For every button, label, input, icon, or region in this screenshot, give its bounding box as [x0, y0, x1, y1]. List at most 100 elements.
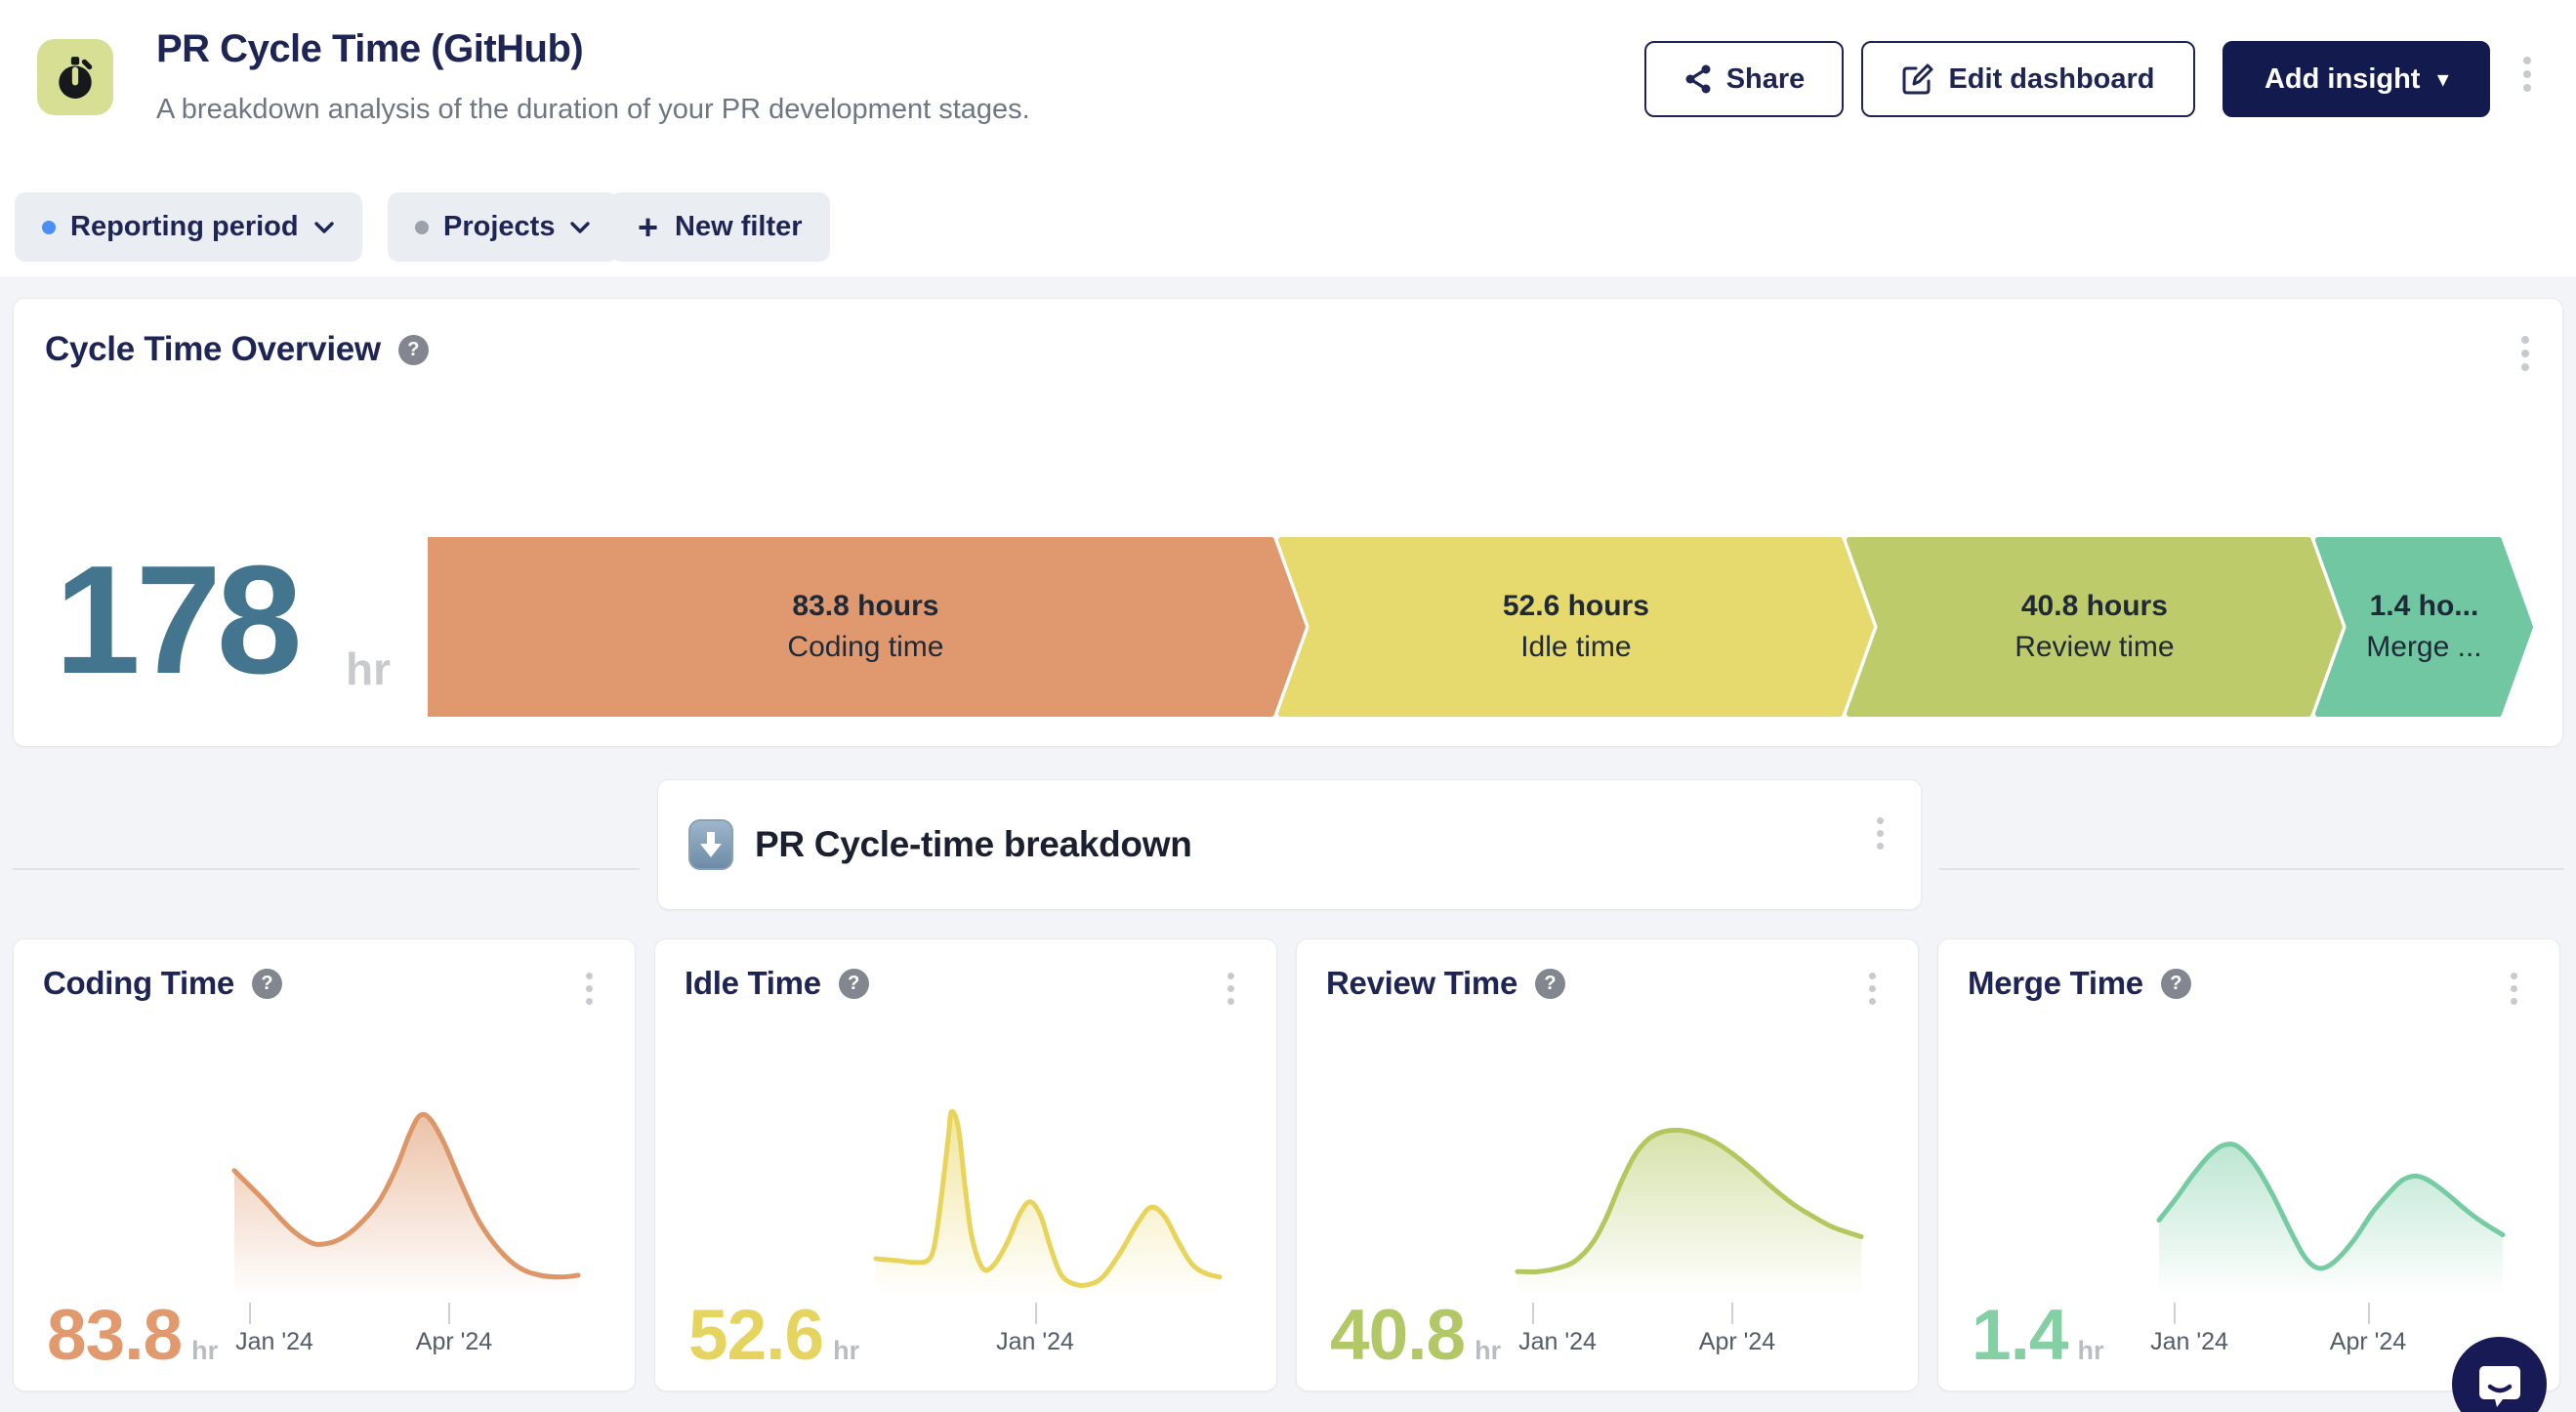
x-axis-tick-label: Jan '24 [2150, 1328, 2228, 1355]
funnel-segment[interactable] [426, 537, 1306, 717]
new-filter-button-label: New filter [675, 211, 803, 242]
x-axis-tick-label: Apr '24 [1698, 1328, 1776, 1355]
filter-inactive-dot [415, 220, 429, 234]
stopwatch-icon [59, 57, 93, 99]
review-time-unit: hr [1475, 1336, 1502, 1365]
x-axis-tick [1035, 1303, 1037, 1324]
funnel-segment[interactable] [1846, 537, 2343, 717]
section-divider [1939, 868, 2564, 870]
funnel-segment-label: Merge ... [2366, 631, 2481, 663]
new-filter-button[interactable]: + New filter [610, 192, 830, 262]
x-axis-tick [1532, 1303, 1534, 1324]
help-icon[interactable]: ? [251, 968, 282, 999]
section-divider [13, 868, 640, 870]
reporting-period-filter-label: Reporting period [70, 211, 299, 242]
x-axis-tick [448, 1303, 450, 1324]
dashboard-icon-badge [37, 39, 113, 115]
coding-time-card-title: Coding Time [43, 965, 234, 1001]
review-time-x-axis: Jan '24 Apr '24 [1514, 1303, 1877, 1361]
help-icon[interactable]: ? [838, 968, 869, 999]
review-time-card-title: Review Time [1326, 965, 1518, 1001]
idle-time-card-title: Idle Time [685, 965, 821, 1001]
merge-time-card-title: Merge Time [1968, 965, 2143, 1001]
coding-time-unit: hr [191, 1336, 219, 1365]
funnel-segment-label: Review time [2015, 631, 2174, 663]
help-icon[interactable]: ? [2160, 968, 2191, 999]
chat-launcher-button[interactable] [2452, 1337, 2547, 1412]
reporting-period-filter[interactable]: Reporting period [15, 192, 362, 262]
overview-card-title: Cycle Time Overview [45, 330, 381, 368]
edit-dashboard-button-label: Edit dashboard [1948, 62, 2155, 95]
page-header: PR Cycle Time (GitHub) A breakdown analy… [0, 0, 2576, 276]
x-axis-tick-label: Jan '24 [1518, 1328, 1597, 1355]
coding-time-card-menu-icon[interactable] [586, 973, 593, 1005]
page-title: PR Cycle Time (GitHub) [156, 27, 584, 70]
funnel-segment-value: 52.6 hours [1503, 590, 1649, 622]
x-axis-tick-label: Jan '24 [996, 1328, 1074, 1355]
review-time-card: Review Time ? Jan '24 Apr '24 40.8 hr [1296, 938, 1919, 1391]
x-axis-tick [2368, 1303, 2370, 1324]
funnel-segment-label: Coding time [787, 631, 943, 663]
share-icon [1685, 64, 1711, 94]
header-overflow-menu-icon[interactable] [2523, 57, 2531, 92]
merge-time-card-menu-icon[interactable] [2511, 973, 2517, 1005]
funnel-segment[interactable] [2314, 537, 2534, 717]
review-time-value: 40.8 [1330, 1296, 1466, 1375]
funnel-segment-value: 40.8 hours [2021, 590, 2168, 622]
plus-icon: + [638, 206, 659, 247]
cycle-time-funnel-chart[interactable]: 83.8 hours Coding time 52.6 hours Idle time… [426, 537, 2539, 717]
idle-time-card-menu-icon[interactable] [1227, 973, 1234, 1005]
idle-time-x-axis: Jan '24 [872, 1303, 1235, 1361]
page-subtitle: A breakdown analysis of the duration of … [156, 94, 1030, 125]
merge-time-value: 1.4 [1972, 1296, 2068, 1375]
x-axis-tick-label: Jan '24 [235, 1328, 313, 1355]
chevron-down-icon [313, 221, 334, 233]
idle-time-sparkline [873, 1108, 1223, 1301]
coding-time-card: Coding Time ? Jan '24 Apr '24 83.8 hr [13, 938, 636, 1391]
breakdown-card-menu-icon[interactable] [1877, 817, 1884, 850]
projects-filter[interactable]: Projects [388, 192, 619, 262]
funnel-segment-value: 1.4 ho... [2370, 590, 2479, 622]
total-cycle-time-unit: hr [346, 644, 391, 694]
help-icon[interactable]: ? [1535, 968, 1566, 999]
cycle-time-overview-card: Cycle Time Overview ? 178 hr 83.8 hours C… [13, 298, 2563, 747]
funnel-segment-label: Idle time [1520, 631, 1631, 663]
idle-time-unit: hr [833, 1336, 860, 1365]
idle-time-card: Idle Time ? Jan '24 52.6 hr [654, 938, 1277, 1391]
coding-time-value: 83.8 [47, 1296, 183, 1375]
down-arrow-emoji [688, 819, 733, 870]
x-axis-tick-label: Apr '24 [415, 1328, 493, 1355]
overview-card-menu-icon[interactable] [2521, 336, 2529, 371]
share-button[interactable]: Share [1644, 41, 1844, 117]
merge-time-x-axis: Jan '24 Apr '24 [2150, 1303, 2518, 1361]
funnel-segment[interactable] [1277, 537, 1874, 717]
total-cycle-time-value: 178 [55, 534, 303, 706]
merge-time-card: Merge Time ? Jan '24 Apr '24 1.4 hr [1937, 938, 2560, 1391]
review-time-sparkline [1515, 1127, 1864, 1301]
merge-time-unit: hr [2077, 1336, 2104, 1365]
breakdown-section-title: PR Cycle-time breakdown [755, 824, 1192, 864]
x-axis-tick [249, 1303, 251, 1324]
coding-time-sparkline [231, 1111, 581, 1301]
coding-time-x-axis: Jan '24 Apr '24 [230, 1303, 594, 1361]
idle-time-value: 52.6 [688, 1296, 824, 1375]
filter-active-dot [42, 220, 56, 234]
x-axis-tick [2174, 1303, 2176, 1324]
chevron-down-icon [570, 221, 591, 233]
edit-icon [1902, 63, 1933, 95]
review-time-card-menu-icon[interactable] [1869, 973, 1876, 1005]
x-axis-tick [1731, 1303, 1733, 1324]
merge-time-sparkline [2156, 1142, 2506, 1301]
add-insight-button[interactable]: Add insight ▾ [2223, 41, 2490, 117]
share-button-label: Share [1725, 62, 1806, 95]
caret-down-icon: ▾ [2437, 67, 2449, 91]
projects-filter-label: Projects [443, 211, 556, 242]
add-insight-button-label: Add insight [2264, 62, 2421, 95]
help-icon[interactable]: ? [397, 334, 429, 365]
funnel-segment-value: 83.8 hours [792, 590, 938, 622]
x-axis-tick-label: Apr '24 [2329, 1328, 2407, 1355]
chat-bubble-icon [2478, 1365, 2520, 1407]
edit-dashboard-button[interactable]: Edit dashboard [1861, 41, 2195, 117]
breakdown-header-card: PR Cycle-time breakdown [657, 779, 1922, 910]
